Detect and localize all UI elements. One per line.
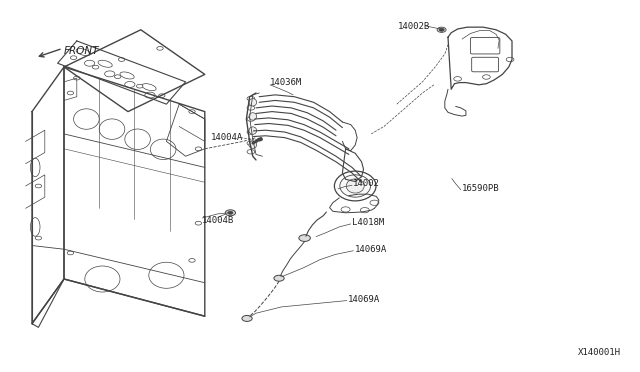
Ellipse shape [98, 60, 112, 67]
Circle shape [370, 200, 379, 205]
Text: 14069A: 14069A [355, 245, 387, 254]
Circle shape [439, 28, 444, 31]
Circle shape [74, 76, 80, 80]
Circle shape [104, 71, 115, 77]
Text: 14004A: 14004A [211, 133, 243, 142]
Circle shape [341, 207, 350, 212]
Ellipse shape [249, 141, 257, 148]
Circle shape [35, 236, 42, 240]
Text: 16590PB: 16590PB [462, 184, 500, 193]
Circle shape [195, 221, 202, 225]
Circle shape [247, 96, 255, 101]
Text: 14002: 14002 [353, 179, 380, 188]
Ellipse shape [31, 218, 40, 236]
Ellipse shape [335, 171, 376, 201]
Circle shape [125, 81, 135, 87]
Circle shape [84, 60, 95, 66]
Circle shape [145, 92, 155, 98]
Circle shape [454, 77, 461, 81]
Circle shape [299, 235, 310, 241]
Circle shape [506, 57, 514, 62]
Ellipse shape [249, 127, 257, 134]
Circle shape [247, 141, 255, 145]
Text: X140001H: X140001H [578, 348, 621, 357]
Circle shape [92, 65, 99, 69]
Circle shape [274, 275, 284, 281]
Circle shape [247, 150, 255, 154]
Ellipse shape [249, 113, 257, 120]
Text: 14002B: 14002B [397, 22, 429, 31]
Ellipse shape [340, 175, 371, 197]
Text: 14004B: 14004B [202, 216, 234, 225]
FancyBboxPatch shape [472, 57, 499, 72]
Circle shape [189, 259, 195, 262]
Circle shape [67, 91, 74, 95]
Ellipse shape [249, 99, 257, 106]
Text: 14036M: 14036M [270, 78, 302, 87]
Circle shape [483, 75, 490, 79]
Ellipse shape [125, 129, 150, 150]
Circle shape [242, 315, 252, 321]
Text: FRONT: FRONT [64, 46, 99, 56]
Circle shape [136, 84, 143, 88]
Ellipse shape [74, 109, 99, 129]
Circle shape [157, 46, 163, 50]
Ellipse shape [149, 262, 184, 288]
Circle shape [195, 147, 202, 151]
Ellipse shape [99, 119, 125, 140]
Ellipse shape [346, 179, 364, 193]
Ellipse shape [120, 72, 134, 79]
Circle shape [70, 56, 77, 60]
Ellipse shape [142, 84, 156, 91]
Ellipse shape [31, 158, 40, 177]
Circle shape [67, 251, 74, 255]
Ellipse shape [85, 266, 120, 292]
Circle shape [247, 106, 255, 110]
Circle shape [360, 208, 369, 213]
Text: 14069A: 14069A [348, 295, 380, 304]
Circle shape [228, 211, 233, 214]
Circle shape [159, 94, 165, 97]
Circle shape [247, 130, 255, 134]
Circle shape [247, 117, 255, 121]
Circle shape [257, 138, 262, 141]
Circle shape [189, 110, 195, 113]
Ellipse shape [76, 49, 90, 55]
Circle shape [35, 184, 42, 188]
Ellipse shape [150, 139, 176, 160]
Circle shape [118, 58, 125, 61]
FancyBboxPatch shape [470, 38, 500, 54]
Text: L4018M: L4018M [352, 218, 384, 227]
Circle shape [437, 27, 446, 32]
Circle shape [225, 210, 236, 216]
Circle shape [115, 75, 121, 78]
